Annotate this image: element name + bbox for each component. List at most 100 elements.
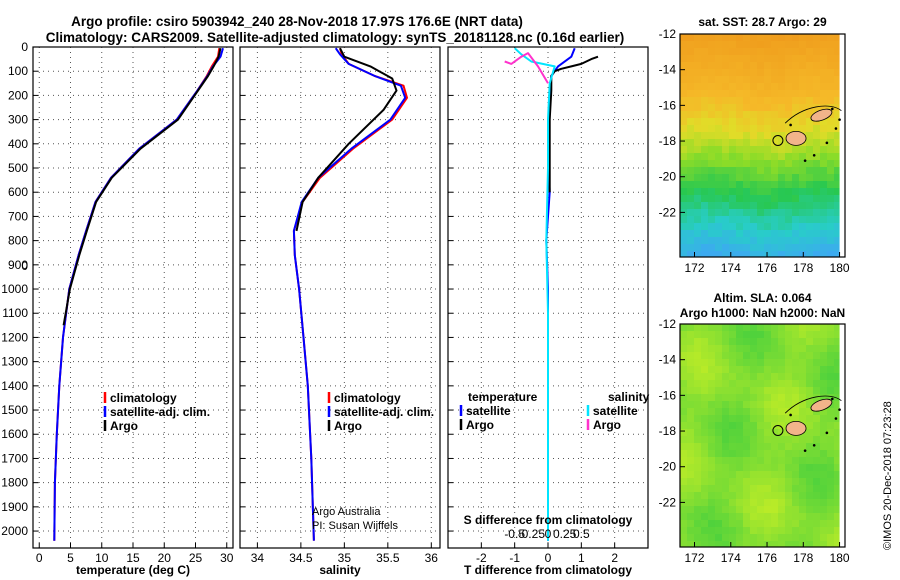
map-cell	[687, 408, 694, 415]
map-cell	[813, 69, 820, 76]
map-cell	[813, 55, 820, 62]
map-cell	[687, 188, 694, 195]
map-cell	[813, 499, 820, 506]
map-cell	[736, 202, 743, 209]
map-cell	[792, 83, 799, 90]
map-cell	[750, 506, 757, 513]
map-cell	[722, 55, 729, 62]
map-cell	[736, 520, 743, 527]
map-cell	[708, 380, 715, 387]
map-cell	[736, 345, 743, 352]
map-cell	[799, 324, 806, 331]
map-cell	[722, 359, 729, 366]
map-cell	[722, 443, 729, 450]
map-cell	[757, 359, 764, 366]
map-cell	[729, 324, 736, 331]
map-cell	[785, 506, 792, 513]
map-cell	[701, 373, 708, 380]
map-cell	[799, 471, 806, 478]
map-cell	[771, 443, 778, 450]
map-cell	[785, 48, 792, 55]
map-cell	[778, 359, 785, 366]
map-cell	[715, 223, 722, 230]
map-cell	[778, 380, 785, 387]
map-cell	[701, 520, 708, 527]
map-cell	[701, 83, 708, 90]
map-cell	[743, 520, 750, 527]
map-cell	[687, 153, 694, 160]
map-cell	[722, 90, 729, 97]
map-cell	[764, 534, 771, 541]
map-cell	[813, 464, 820, 471]
map-cell	[834, 380, 841, 387]
map-cell	[687, 139, 694, 146]
map-cell	[827, 125, 834, 132]
map-cell	[757, 90, 764, 97]
map-cell	[701, 429, 708, 436]
map-cell	[736, 146, 743, 153]
map-cell	[799, 111, 806, 118]
map-cell	[701, 422, 708, 429]
map-cell	[736, 181, 743, 188]
map-cell	[743, 104, 750, 111]
map-cell	[785, 499, 792, 506]
map-cell	[834, 118, 841, 125]
map-cell	[806, 153, 813, 160]
map-cell	[736, 118, 743, 125]
map-cell	[820, 457, 827, 464]
map-cell	[680, 202, 687, 209]
map-cell	[834, 464, 841, 471]
map-cell	[785, 380, 792, 387]
map-cell	[722, 230, 729, 237]
map-cell	[680, 251, 687, 257]
map-cell	[694, 160, 701, 167]
map-cell	[680, 97, 687, 104]
map-cell	[820, 104, 827, 111]
map-cell	[813, 541, 820, 547]
map-cell	[799, 366, 806, 373]
map-cell	[813, 513, 820, 520]
map-cell	[736, 48, 743, 55]
map-cell	[764, 443, 771, 450]
map-cell	[743, 237, 750, 244]
map-cell	[694, 380, 701, 387]
map-cell	[834, 345, 841, 352]
map-cell	[792, 174, 799, 181]
map-cell	[827, 478, 834, 485]
map-cell	[785, 153, 792, 160]
map-cell	[806, 464, 813, 471]
map-cell	[813, 251, 820, 257]
small-island	[831, 397, 834, 401]
map-cell	[736, 499, 743, 506]
map-cell	[701, 209, 708, 216]
map-cell	[813, 90, 820, 97]
map-cell	[792, 478, 799, 485]
map-cell	[806, 478, 813, 485]
map-cell	[694, 464, 701, 471]
map-cell	[708, 506, 715, 513]
map-cell	[722, 422, 729, 429]
map-cell	[694, 338, 701, 345]
map-frame	[679, 323, 846, 548]
map-cell	[680, 457, 687, 464]
map-cell	[736, 167, 743, 174]
map-cell	[680, 513, 687, 520]
map-cell	[799, 485, 806, 492]
map-cell	[785, 237, 792, 244]
map-cell	[799, 62, 806, 69]
map-cell	[687, 464, 694, 471]
map-cell	[792, 104, 799, 111]
map-cell	[750, 429, 757, 436]
map-cell	[799, 251, 806, 257]
map-cell	[834, 436, 841, 443]
map-cell	[680, 111, 687, 118]
map-cell	[771, 422, 778, 429]
map-cell	[750, 324, 757, 331]
map-cell	[680, 118, 687, 125]
map-cell	[799, 443, 806, 450]
map-cell	[701, 457, 708, 464]
map-cell	[778, 125, 785, 132]
map-cell	[722, 160, 729, 167]
map-cell	[750, 352, 757, 359]
